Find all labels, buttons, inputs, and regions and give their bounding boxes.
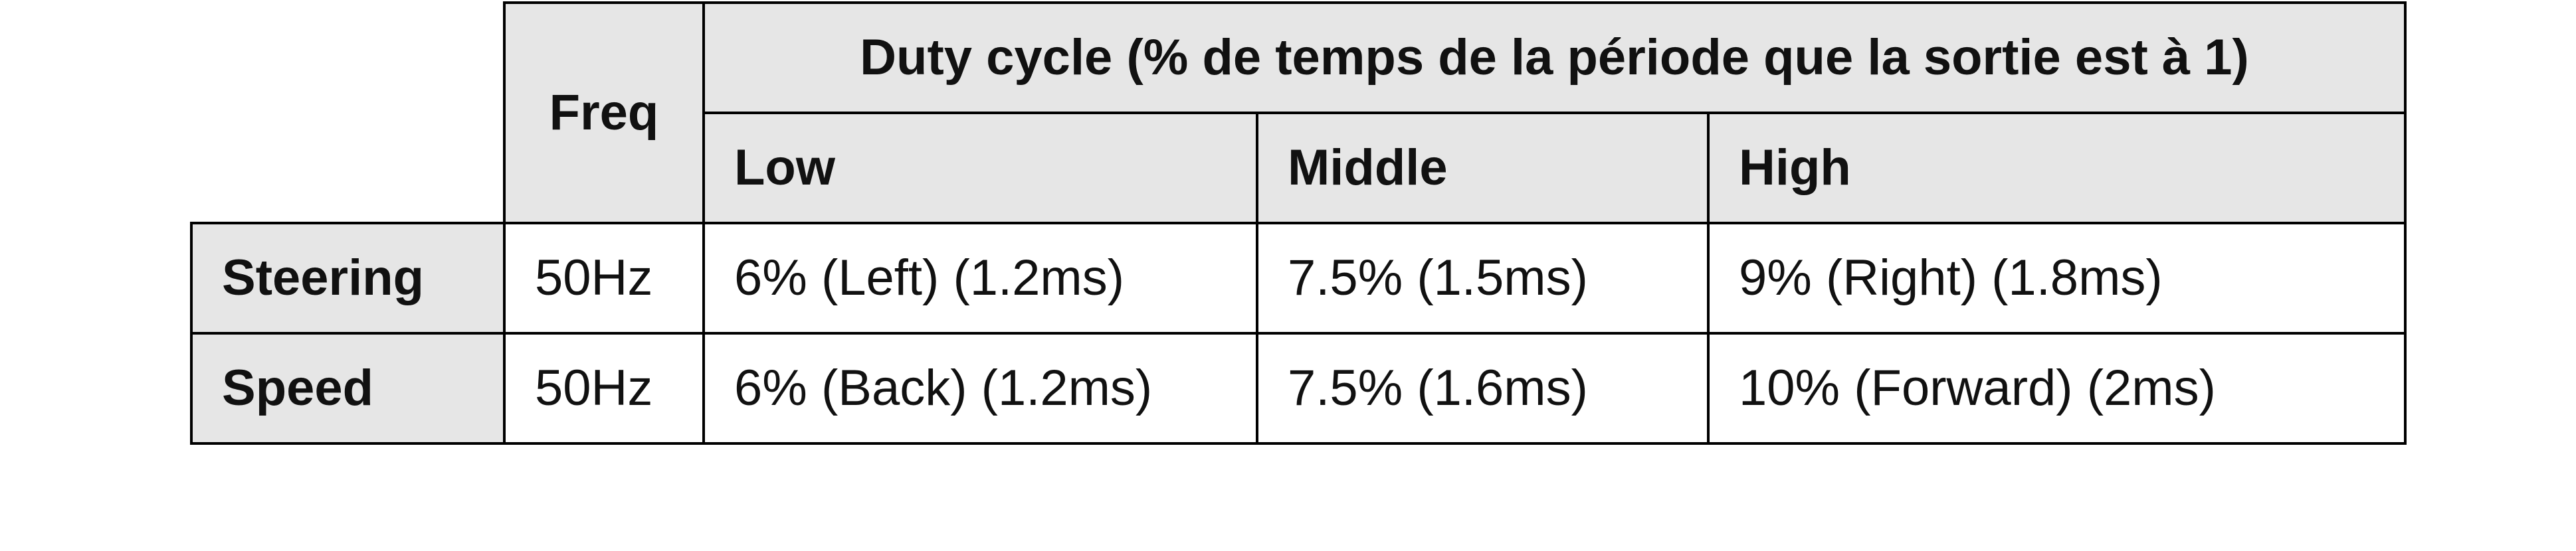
steering-freq-cell: 50Hz [503,222,705,335]
table-row-speed: Speed 50Hz 6% (Back) (1.2ms) 7.5% (1.6ms… [190,332,2407,445]
row-label-steering: Steering [190,222,506,335]
row-label-speed: Speed [190,332,506,445]
duty-cycle-header: Duty cycle (% de temps de la période que… [702,1,2407,114]
high-header: High [1706,112,2407,224]
header-row-levels: Low Middle High [191,112,2407,224]
freq-header: Freq [503,1,705,224]
steering-low-cell: 6% (Left) (1.2ms) [702,222,1258,335]
speed-freq-cell: 50Hz [503,332,705,445]
steering-high-cell: 9% (Right) (1.8ms) [1706,222,2407,335]
header-row-top: Freq Duty cycle (% de temps de la périod… [191,1,2407,224]
speed-low-cell: 6% (Back) (1.2ms) [702,332,1258,445]
low-header: Low [702,112,1258,224]
table-row-steering: Steering 50Hz 6% (Left) (1.2ms) 7.5% (1.… [190,222,2407,335]
empty-corner-cell [191,3,506,224]
speed-middle-cell: 7.5% (1.6ms) [1256,332,1710,445]
pwm-settings-table: Freq Duty cycle (% de temps de la périod… [190,1,2407,445]
speed-high-cell: 10% (Forward) (2ms) [1706,332,2407,445]
steering-middle-cell: 7.5% (1.5ms) [1256,222,1710,335]
middle-header: Middle [1256,112,1710,224]
